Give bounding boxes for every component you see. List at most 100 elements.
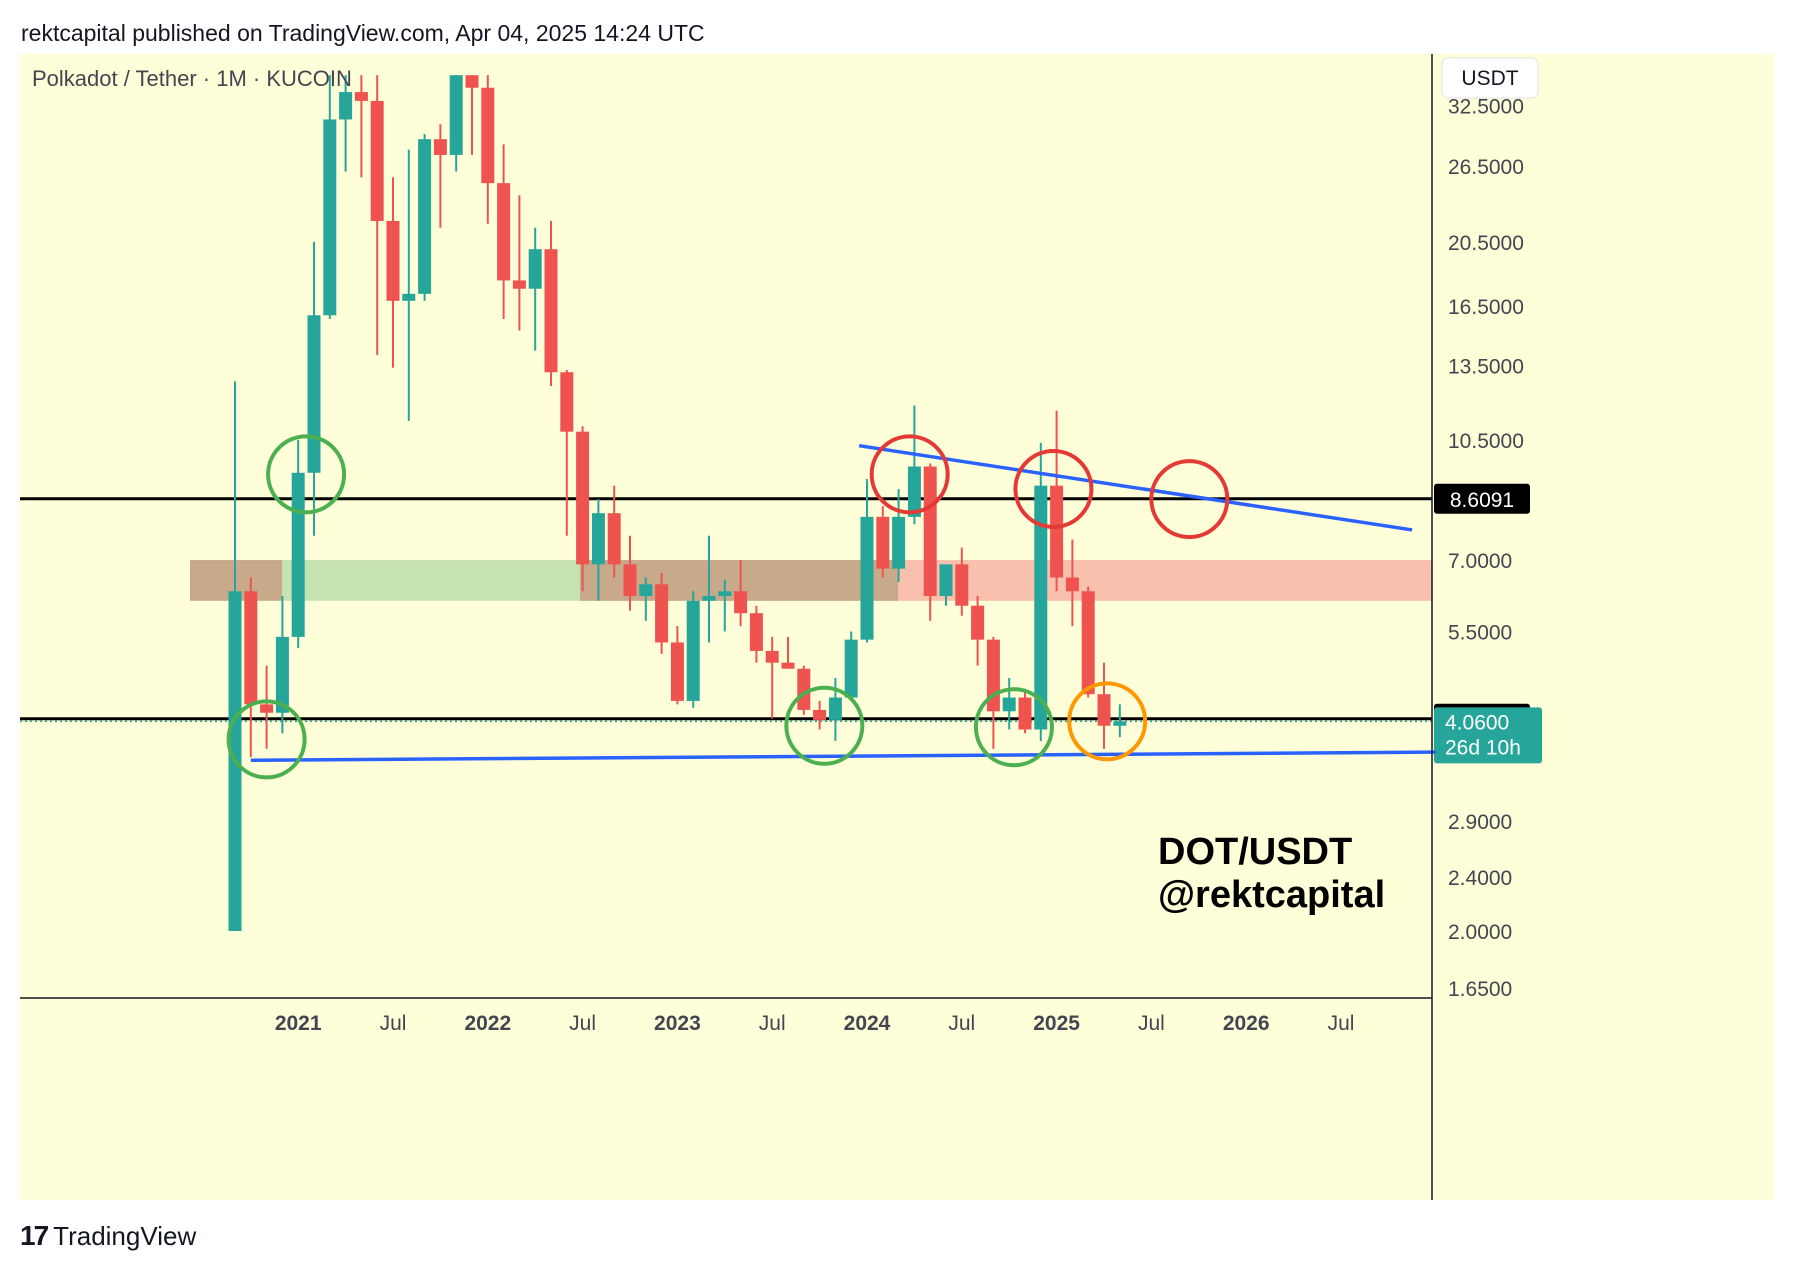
candle-down [497, 144, 511, 320]
x-tick-label: Jul [1138, 1012, 1165, 1035]
candle-up [892, 488, 906, 583]
candle-down [876, 506, 890, 578]
candle-body [1050, 485, 1064, 578]
y-tick-label: 10.5000 [1448, 430, 1524, 453]
footer-brand-name: TradingView [53, 1220, 197, 1251]
price-level-tag-box [1434, 483, 1530, 514]
candle-body [876, 516, 890, 569]
candle-down [512, 195, 526, 331]
green-annotation-circle [973, 687, 1054, 768]
tradingview-logo-icon: 17 [20, 1220, 49, 1251]
x-tick-label: 2025 [1033, 1012, 1080, 1035]
candle-body [576, 431, 590, 565]
candle-body [923, 466, 937, 596]
candle-down [781, 636, 795, 669]
candle-down [1097, 662, 1111, 749]
candle-up [718, 579, 732, 632]
candle-body [623, 564, 637, 596]
candle-body [386, 220, 400, 301]
y-tick-label: 7.0000 [1448, 550, 1512, 573]
y-tick-label: 13.5000 [1448, 356, 1524, 379]
candle-body [734, 591, 748, 614]
footer-brand[interactable]: 17 TradingView [20, 1220, 196, 1252]
axes-layer: 32.5000 26.5000 20.5000 16.5000 13.5000 10.50… [20, 54, 1524, 1200]
annotation-circles-layer [226, 434, 1230, 780]
candle-down [923, 463, 937, 621]
candle-down [1065, 539, 1079, 627]
candle-up [860, 479, 874, 643]
green-annotation-circle [784, 685, 865, 766]
candle-up [402, 149, 416, 421]
price-scale-background [1432, 54, 1774, 1200]
y-tick-label: 20.5000 [1448, 232, 1524, 255]
candle-body [749, 613, 763, 651]
x-tick-label: Jul [569, 1012, 596, 1035]
candle-body [702, 595, 716, 601]
candle-body [465, 75, 479, 88]
candle-down [734, 560, 748, 627]
candle-down [481, 75, 495, 224]
candle-body [291, 472, 305, 637]
candle-body [907, 466, 921, 517]
candle-body [481, 87, 495, 184]
chart-background-layer [20, 54, 1774, 1200]
candle-body [418, 139, 432, 294]
candle-down [655, 573, 669, 654]
candle-up [686, 591, 700, 708]
candle-body [449, 75, 463, 155]
trendlines-layer [250, 443, 1436, 763]
x-tick-label: 2024 [844, 1012, 891, 1035]
green-annotation-circle [226, 699, 307, 780]
orange-annotation-circle [1067, 681, 1148, 762]
x-tick-label: 2021 [275, 1012, 322, 1035]
candle-body [370, 100, 384, 221]
candle-body [1113, 721, 1127, 726]
y-tick-label: 5.5000 [1448, 621, 1512, 644]
candle-body [1018, 697, 1032, 730]
candle-body [402, 293, 416, 301]
support-trendline [250, 750, 1436, 763]
candle-body [781, 662, 795, 669]
candle-body [860, 516, 874, 640]
candle-body [323, 119, 337, 316]
candles-layer [228, 75, 1127, 931]
candle-body [765, 650, 779, 663]
candle-body [639, 584, 653, 596]
y-tick-label: 2.9000 [1448, 811, 1512, 834]
candle-up [1034, 442, 1048, 741]
publish-caption: rektcapital published on TradingView.com… [21, 20, 705, 46]
currency-button-label: USDT [1461, 67, 1518, 90]
green-annotation-circle [266, 434, 347, 515]
candle-up [1113, 704, 1127, 738]
candle-body [433, 139, 447, 155]
candle-body [828, 697, 842, 720]
candle-body [528, 249, 542, 289]
currency-button[interactable]: USDT [1441, 57, 1539, 99]
candle-down [749, 605, 763, 663]
watermark-handle: @rektcapital [1158, 874, 1385, 916]
candle-up [307, 241, 321, 536]
candle-body [971, 605, 985, 640]
candle-body [591, 513, 605, 565]
y-tick-label: 2.0000 [1448, 921, 1512, 944]
x-tick-label: Jul [948, 1012, 975, 1035]
x-tick-label: Jul [759, 1012, 786, 1035]
candle-down [955, 547, 969, 616]
candle-body [339, 92, 353, 120]
candle-down [623, 535, 637, 611]
x-tick-label: Jul [1328, 1012, 1355, 1035]
x-tick-label: 2022 [464, 1012, 511, 1035]
candle-down [386, 177, 400, 368]
candle-body [512, 280, 526, 289]
candle-down [260, 665, 274, 749]
candle-up [339, 75, 353, 172]
candle-body [497, 183, 511, 281]
candle-down [370, 75, 384, 355]
resistance-trendline [858, 443, 1413, 532]
symbol-title[interactable]: Polkadot / Tether · 1M · KUCOIN [32, 66, 352, 91]
candle-body [275, 636, 289, 713]
candle-body [1002, 697, 1016, 712]
candle-down [765, 636, 779, 719]
